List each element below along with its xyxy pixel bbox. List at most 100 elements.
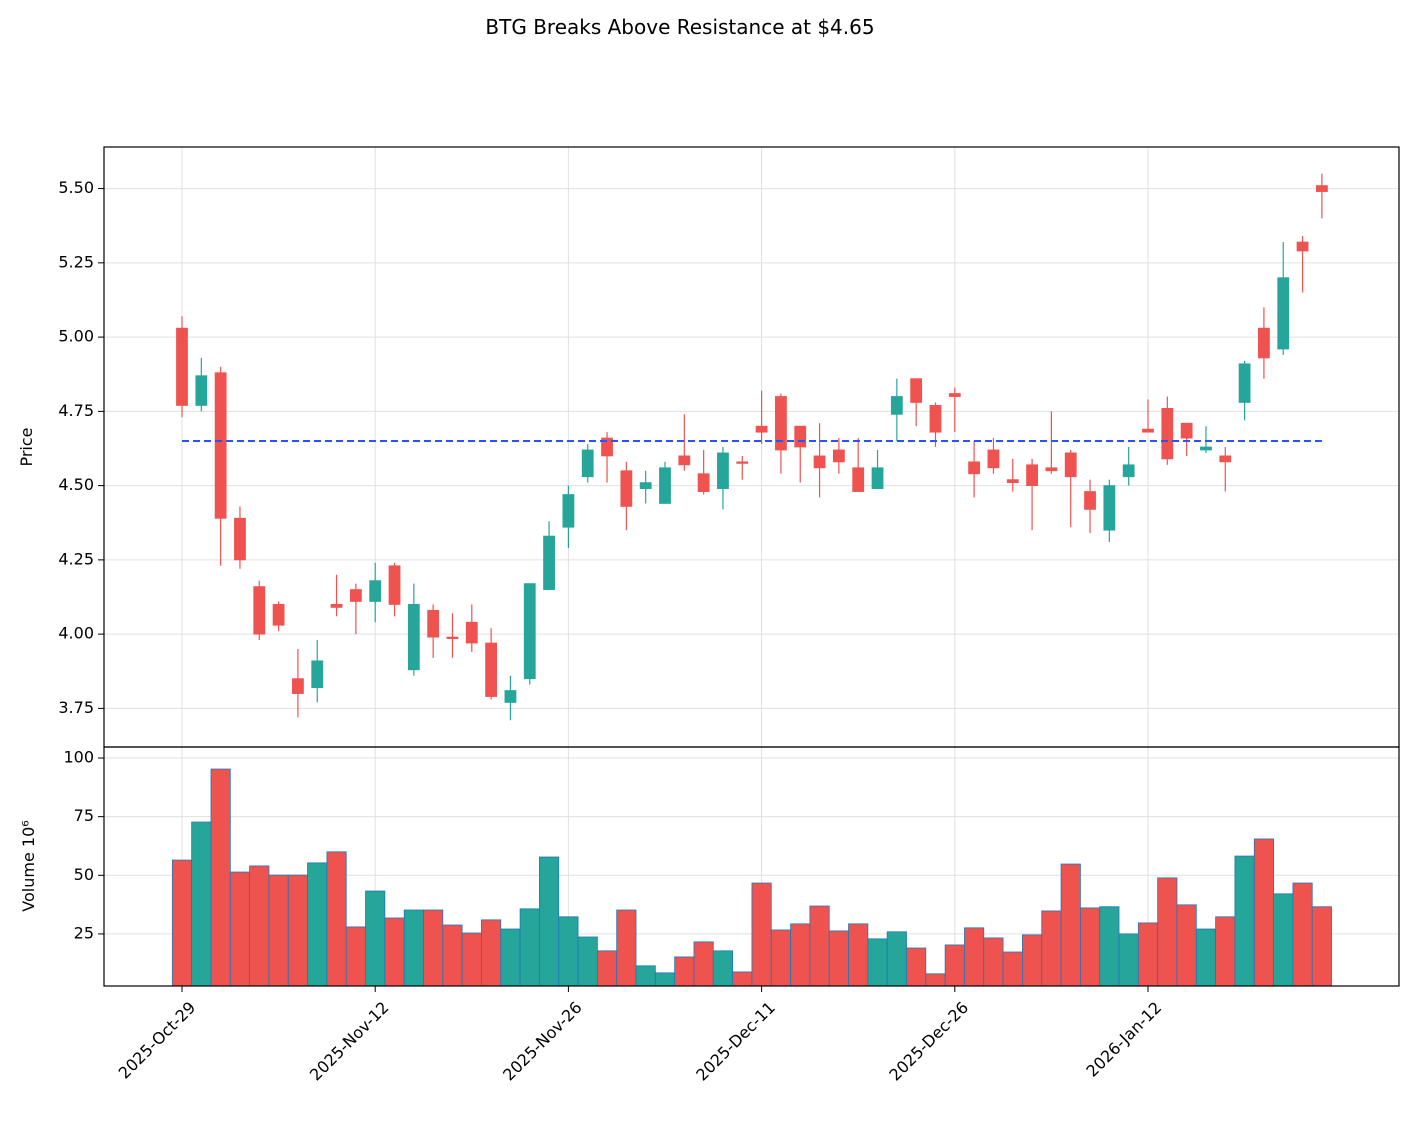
volume-bar xyxy=(616,909,637,987)
x-tick-label: 2025-Dec-26 xyxy=(885,998,972,1085)
y-tick-label: 4.75 xyxy=(58,401,94,420)
candle-body xyxy=(504,690,517,703)
volume-tick-label: 75 xyxy=(74,806,94,825)
candle-body xyxy=(523,583,536,680)
candle-body xyxy=(311,660,324,688)
volume-bar xyxy=(654,972,676,987)
volume-bar xyxy=(287,874,308,987)
y-tick-label: 5.00 xyxy=(58,327,94,346)
candle-body xyxy=(292,678,304,694)
candle-body xyxy=(581,449,594,478)
volume-bar xyxy=(1118,933,1139,987)
y-tick-label: 3.75 xyxy=(58,698,94,717)
candle-body xyxy=(832,449,845,463)
volume-bar xyxy=(693,941,714,987)
volume-bar xyxy=(867,938,888,987)
y-tick-label: 4.50 xyxy=(58,475,94,494)
volume-bar xyxy=(983,937,1004,987)
volume-bar xyxy=(1234,855,1255,987)
volume-bar xyxy=(925,973,946,987)
volume-tick-label: 100 xyxy=(63,748,94,767)
candle-body xyxy=(1161,407,1174,460)
candle-body xyxy=(890,396,903,415)
volume-bar xyxy=(886,931,907,987)
candle-body xyxy=(1180,422,1193,439)
candle-body xyxy=(253,586,266,635)
candle-body xyxy=(1238,363,1251,403)
candle-body xyxy=(446,636,459,639)
volume-bar xyxy=(423,909,444,987)
x-tick-label: 2026-Jan-12 xyxy=(1082,998,1165,1081)
y-tick-label: 5.50 xyxy=(58,178,94,197)
volume-bar xyxy=(210,768,231,987)
volume-bar xyxy=(539,856,560,987)
volume-bar xyxy=(1099,906,1120,987)
candle-body xyxy=(948,393,961,397)
volume-bar xyxy=(442,924,463,987)
volume-bar xyxy=(674,956,695,987)
candle-body xyxy=(1277,277,1290,350)
candle-body xyxy=(562,494,575,528)
chart-title: BTG Breaks Above Resistance at $4.65 xyxy=(485,15,874,39)
volume-bar xyxy=(1002,951,1023,987)
x-tick-label: 2025-Nov-12 xyxy=(306,998,393,1085)
volume-bar xyxy=(249,865,270,987)
candle-body xyxy=(1315,185,1328,192)
candle-body xyxy=(388,565,401,605)
candle-body xyxy=(1103,485,1116,531)
volume-bar xyxy=(1022,934,1043,987)
candle-body xyxy=(1026,464,1038,487)
volume-bar xyxy=(596,950,618,987)
volume-bar xyxy=(848,923,869,987)
candle-body xyxy=(601,437,613,457)
candle-body xyxy=(349,589,362,602)
y-tick-label: 4.25 xyxy=(58,549,94,568)
volume-bar xyxy=(1253,838,1274,987)
candle-body xyxy=(1045,467,1058,472)
y-tick-label: 5.25 xyxy=(58,252,94,271)
volume-bar xyxy=(577,936,598,987)
candle-body xyxy=(369,580,382,602)
candle-body xyxy=(214,372,227,519)
candle-body xyxy=(775,396,787,451)
candle-body xyxy=(755,425,768,433)
candle-body xyxy=(717,452,729,489)
candle-body xyxy=(794,425,807,448)
volume-tick-label: 25 xyxy=(74,923,94,942)
candle-body xyxy=(678,455,691,466)
volume-tick-label: 50 xyxy=(74,865,94,884)
volume-bar xyxy=(1176,904,1197,987)
volume-bar xyxy=(1273,893,1294,987)
volume-bar xyxy=(229,871,251,987)
candle-body xyxy=(1006,479,1019,484)
volume-bar xyxy=(1079,907,1101,987)
volume-bar xyxy=(171,859,193,987)
volume-bar xyxy=(732,971,753,987)
volume-bar xyxy=(1215,916,1236,987)
volume-bar xyxy=(635,965,656,987)
volume-bar xyxy=(326,851,347,987)
candle-body xyxy=(929,405,942,433)
candle-body xyxy=(1200,446,1212,451)
candle-body xyxy=(485,642,498,697)
plot: 2025-Oct-29 2025-Nov-12 2025-Nov-26 2025-De… xyxy=(58,146,1400,1085)
candle-body xyxy=(813,455,826,469)
candle-body xyxy=(697,473,710,492)
volume-bar xyxy=(964,927,985,987)
volume-bar xyxy=(403,909,424,987)
volume-bar xyxy=(1041,910,1062,987)
candle-body xyxy=(407,604,420,671)
volume-bar xyxy=(828,930,849,987)
candle-body xyxy=(910,378,923,403)
x-tick-label: 2025-Oct-29 xyxy=(115,998,200,1083)
candle-body xyxy=(330,604,343,608)
volume-bar xyxy=(712,950,734,987)
volume-bar xyxy=(1157,877,1178,987)
volume-bar xyxy=(268,874,289,987)
candle-body xyxy=(852,467,865,492)
candle-body xyxy=(1084,491,1096,510)
candle-body xyxy=(1258,327,1270,359)
candle-body xyxy=(987,449,1000,469)
volume-bar xyxy=(944,944,965,987)
volume-bar xyxy=(906,947,927,987)
